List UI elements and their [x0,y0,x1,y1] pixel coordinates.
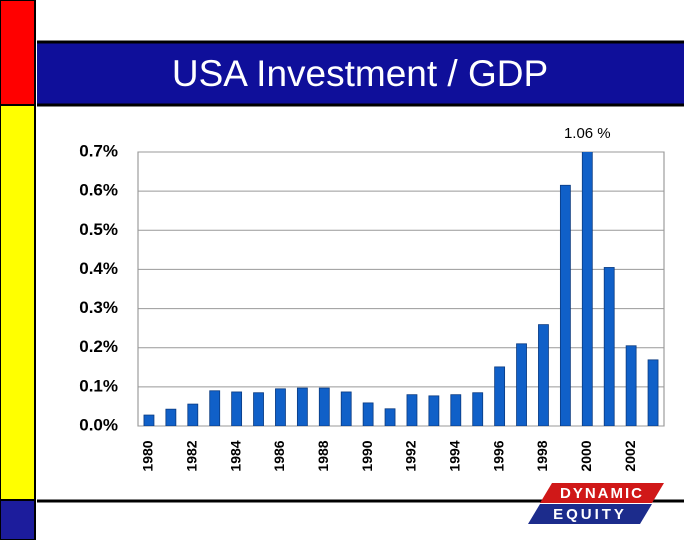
logo-text: EQUITY [553,506,627,523]
logo: DYNAMIC EQUITY [528,483,664,524]
bar [494,366,506,426]
bar [209,390,221,426]
x-tick-label: 2000 [578,440,594,471]
bar [384,408,396,426]
x-tick-label: 1980 [140,440,156,471]
y-tick-label: 0.5% [79,220,118,239]
bar [362,402,374,426]
bars [143,152,659,426]
x-tick-label: 1996 [490,440,506,471]
y-tick-label: 0.0% [79,415,118,434]
y-tick-label: 0.2% [79,337,118,356]
bar [603,267,615,426]
bar [516,343,527,426]
labels: 0.0% 0.1% 0.2% 0.3% 0.4% 0.5% 0.6% 0.7% 1980 1982… [79,125,638,472]
bar [581,152,593,426]
bar [472,392,484,426]
bar [625,345,637,426]
y-tick-label: 0.1% [79,376,118,395]
plot-area [137,151,665,427]
bar [275,388,286,426]
red-block [0,0,36,106]
x-tick-label: 1988 [315,440,331,471]
bar [231,391,243,426]
bar [187,403,199,426]
y-tick-label: 0.6% [79,181,118,200]
bar [165,408,177,426]
value-label: 1.06 % [564,125,611,142]
logo-text: DYNAMIC [560,485,644,502]
bar [559,184,571,426]
x-tick-label: 1984 [227,440,243,471]
blue-block [0,499,36,540]
bar [538,324,549,426]
x-tick-label: 1998 [534,440,550,471]
bar [647,359,659,426]
bar [318,387,330,426]
y-tick-label: 0.7% [79,141,118,160]
x-tick-label: 1982 [183,440,199,471]
logo-red [540,483,664,503]
bar [253,392,264,426]
x-tick-label: 2002 [622,440,638,471]
y-tick-label: 0.3% [79,298,118,317]
y-tick-label: 0.4% [79,259,118,278]
bar [428,395,440,426]
x-tick-label: 1994 [446,440,462,471]
logo-blue [528,504,652,524]
bar [450,394,462,426]
grid [138,151,664,427]
title-bar [37,42,684,105]
x-tick-label: 1990 [359,440,375,471]
x-tick-label: 1992 [403,440,419,471]
x-tick-label: 1986 [271,440,287,471]
chart-title: USA Investment / GDP [172,53,548,94]
bar [143,414,155,426]
bar [406,394,418,426]
bar [296,387,308,426]
bar [340,391,352,426]
yellow-block [0,104,36,501]
